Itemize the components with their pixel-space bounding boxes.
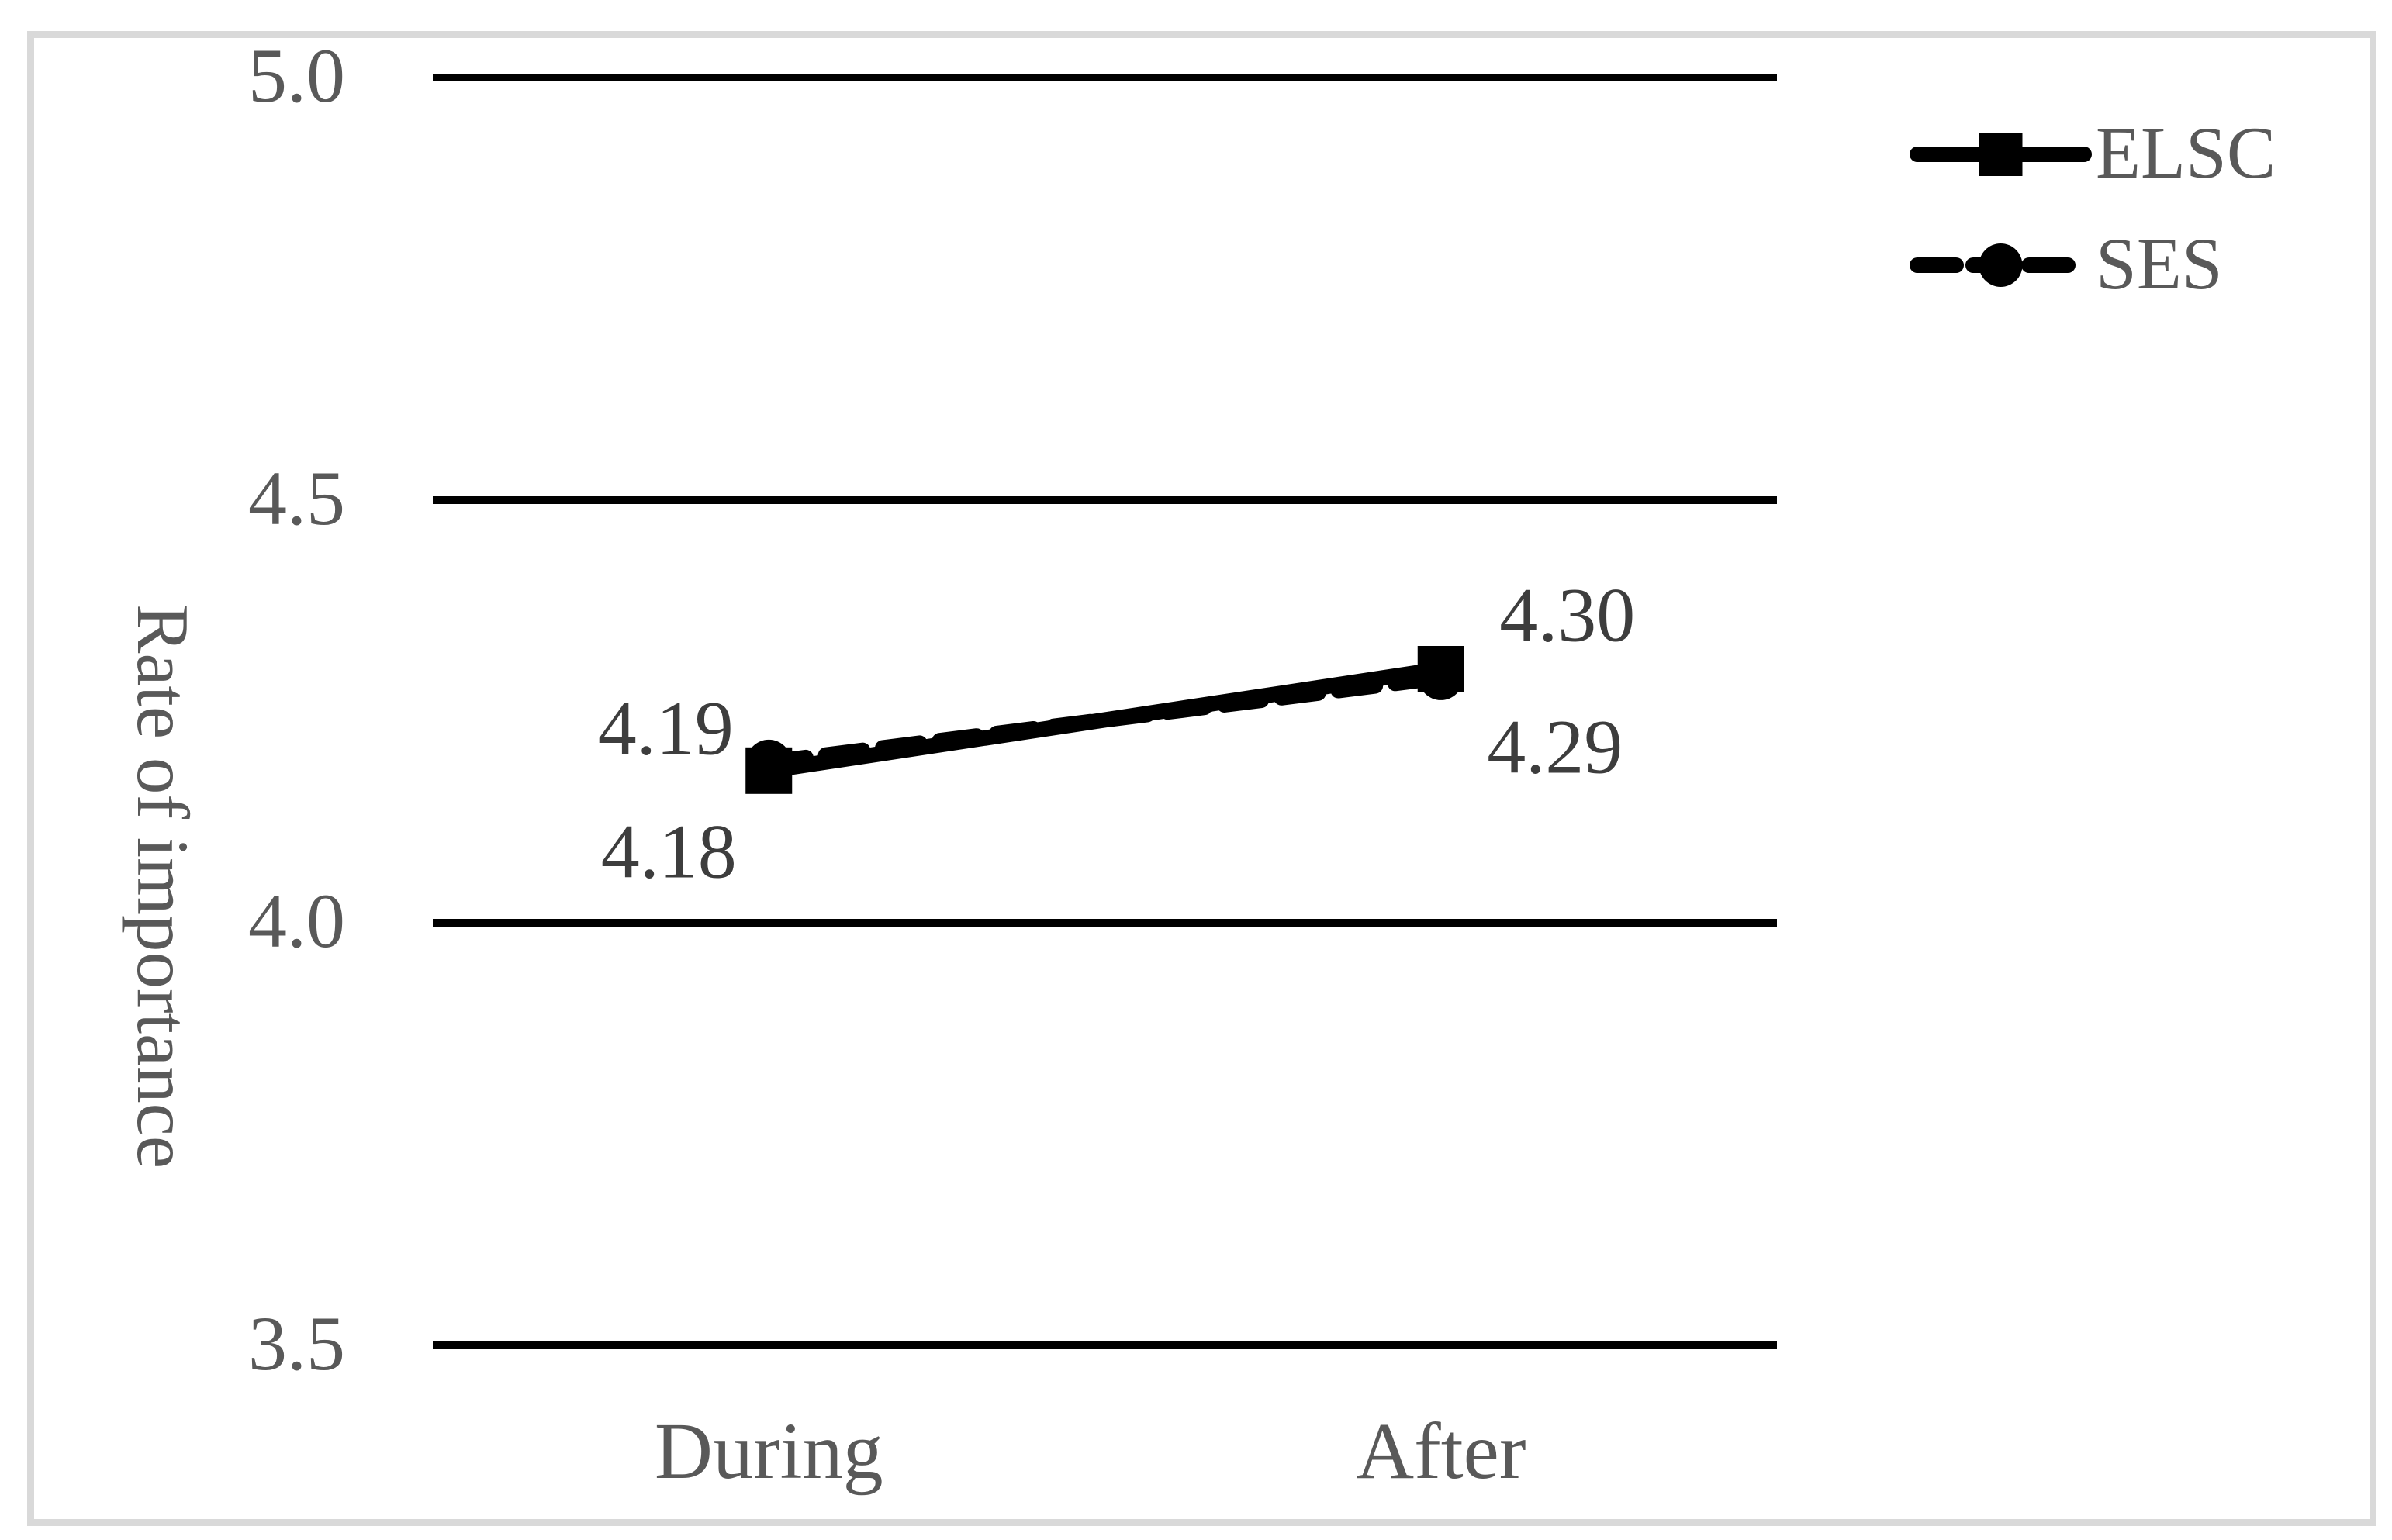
data-label-ses-during: 4.19: [597, 685, 734, 772]
legend-label-ses: SES: [2096, 222, 2223, 305]
y-tick-label-4.5: 4.5: [248, 455, 345, 542]
legend-label-elsc: ELSC: [2096, 111, 2276, 194]
x-category-label-during: During: [654, 1407, 883, 1496]
legend-key-marker-ses: [1979, 243, 2023, 287]
data-label-elsc-after: 4.30: [1499, 571, 1636, 658]
x-category-label-after: After: [1356, 1407, 1526, 1496]
y-tick-label-5.0: 5.0: [248, 33, 345, 119]
data-label-ses-after: 4.29: [1487, 703, 1623, 790]
y-tick-label-4.0: 4.0: [248, 878, 345, 965]
y-tick-label-3.5: 3.5: [248, 1300, 345, 1387]
legend-key-marker-elsc: [1979, 133, 2023, 176]
figure-border: [27, 31, 2376, 1526]
marker-square-elsc-after: [1417, 646, 1464, 692]
data-label-elsc-during: 4.18: [600, 808, 737, 895]
marker-square-elsc-during: [745, 747, 793, 794]
series-line-ses: [761, 669, 1449, 770]
